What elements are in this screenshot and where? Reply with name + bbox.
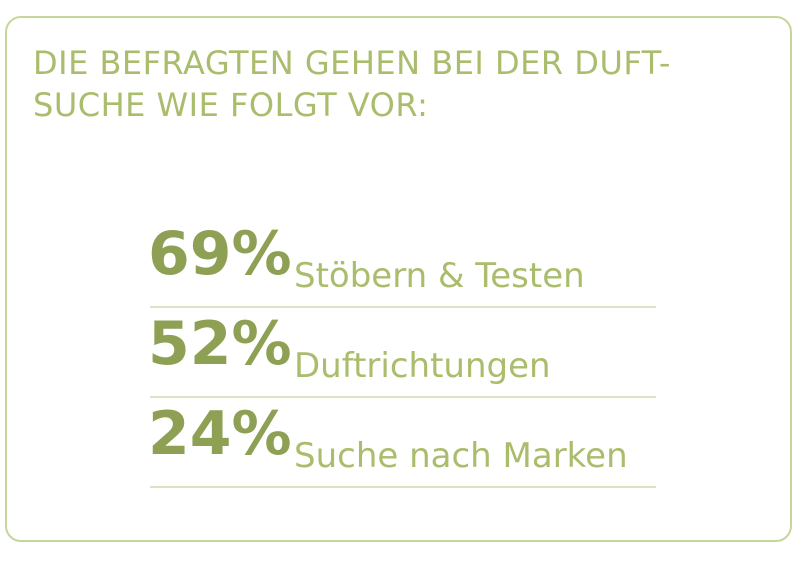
card-heading: DIE BEFRAGTEN GEHEN BEI DER DUFT- SUCHE … bbox=[33, 42, 753, 126]
stat-value: 52% bbox=[148, 309, 292, 379]
divider bbox=[150, 396, 656, 398]
stat-label: Suche nach Marken bbox=[294, 436, 628, 476]
divider bbox=[150, 306, 656, 308]
stat-label: Duftrichtungen bbox=[294, 346, 551, 386]
stat-value: 24% bbox=[148, 399, 292, 469]
stat-row: 52% Duftrichtungen bbox=[148, 308, 656, 398]
stat-row: 69% Stöbern & Testen bbox=[148, 218, 656, 308]
stat-value: 69% bbox=[148, 219, 292, 289]
stat-label: Stöbern & Testen bbox=[294, 256, 585, 296]
stats-list: 69% Stöbern & Testen 52% Duftrichtungen … bbox=[148, 218, 656, 488]
heading-line-1: DIE BEFRAGTEN GEHEN BEI DER DUFT- bbox=[33, 44, 671, 82]
heading-line-2: SUCHE WIE FOLGT VOR: bbox=[33, 86, 429, 124]
infographic-card: DIE BEFRAGTEN GEHEN BEI DER DUFT- SUCHE … bbox=[5, 16, 792, 542]
divider bbox=[150, 486, 656, 488]
stat-row: 24% Suche nach Marken bbox=[148, 398, 656, 488]
